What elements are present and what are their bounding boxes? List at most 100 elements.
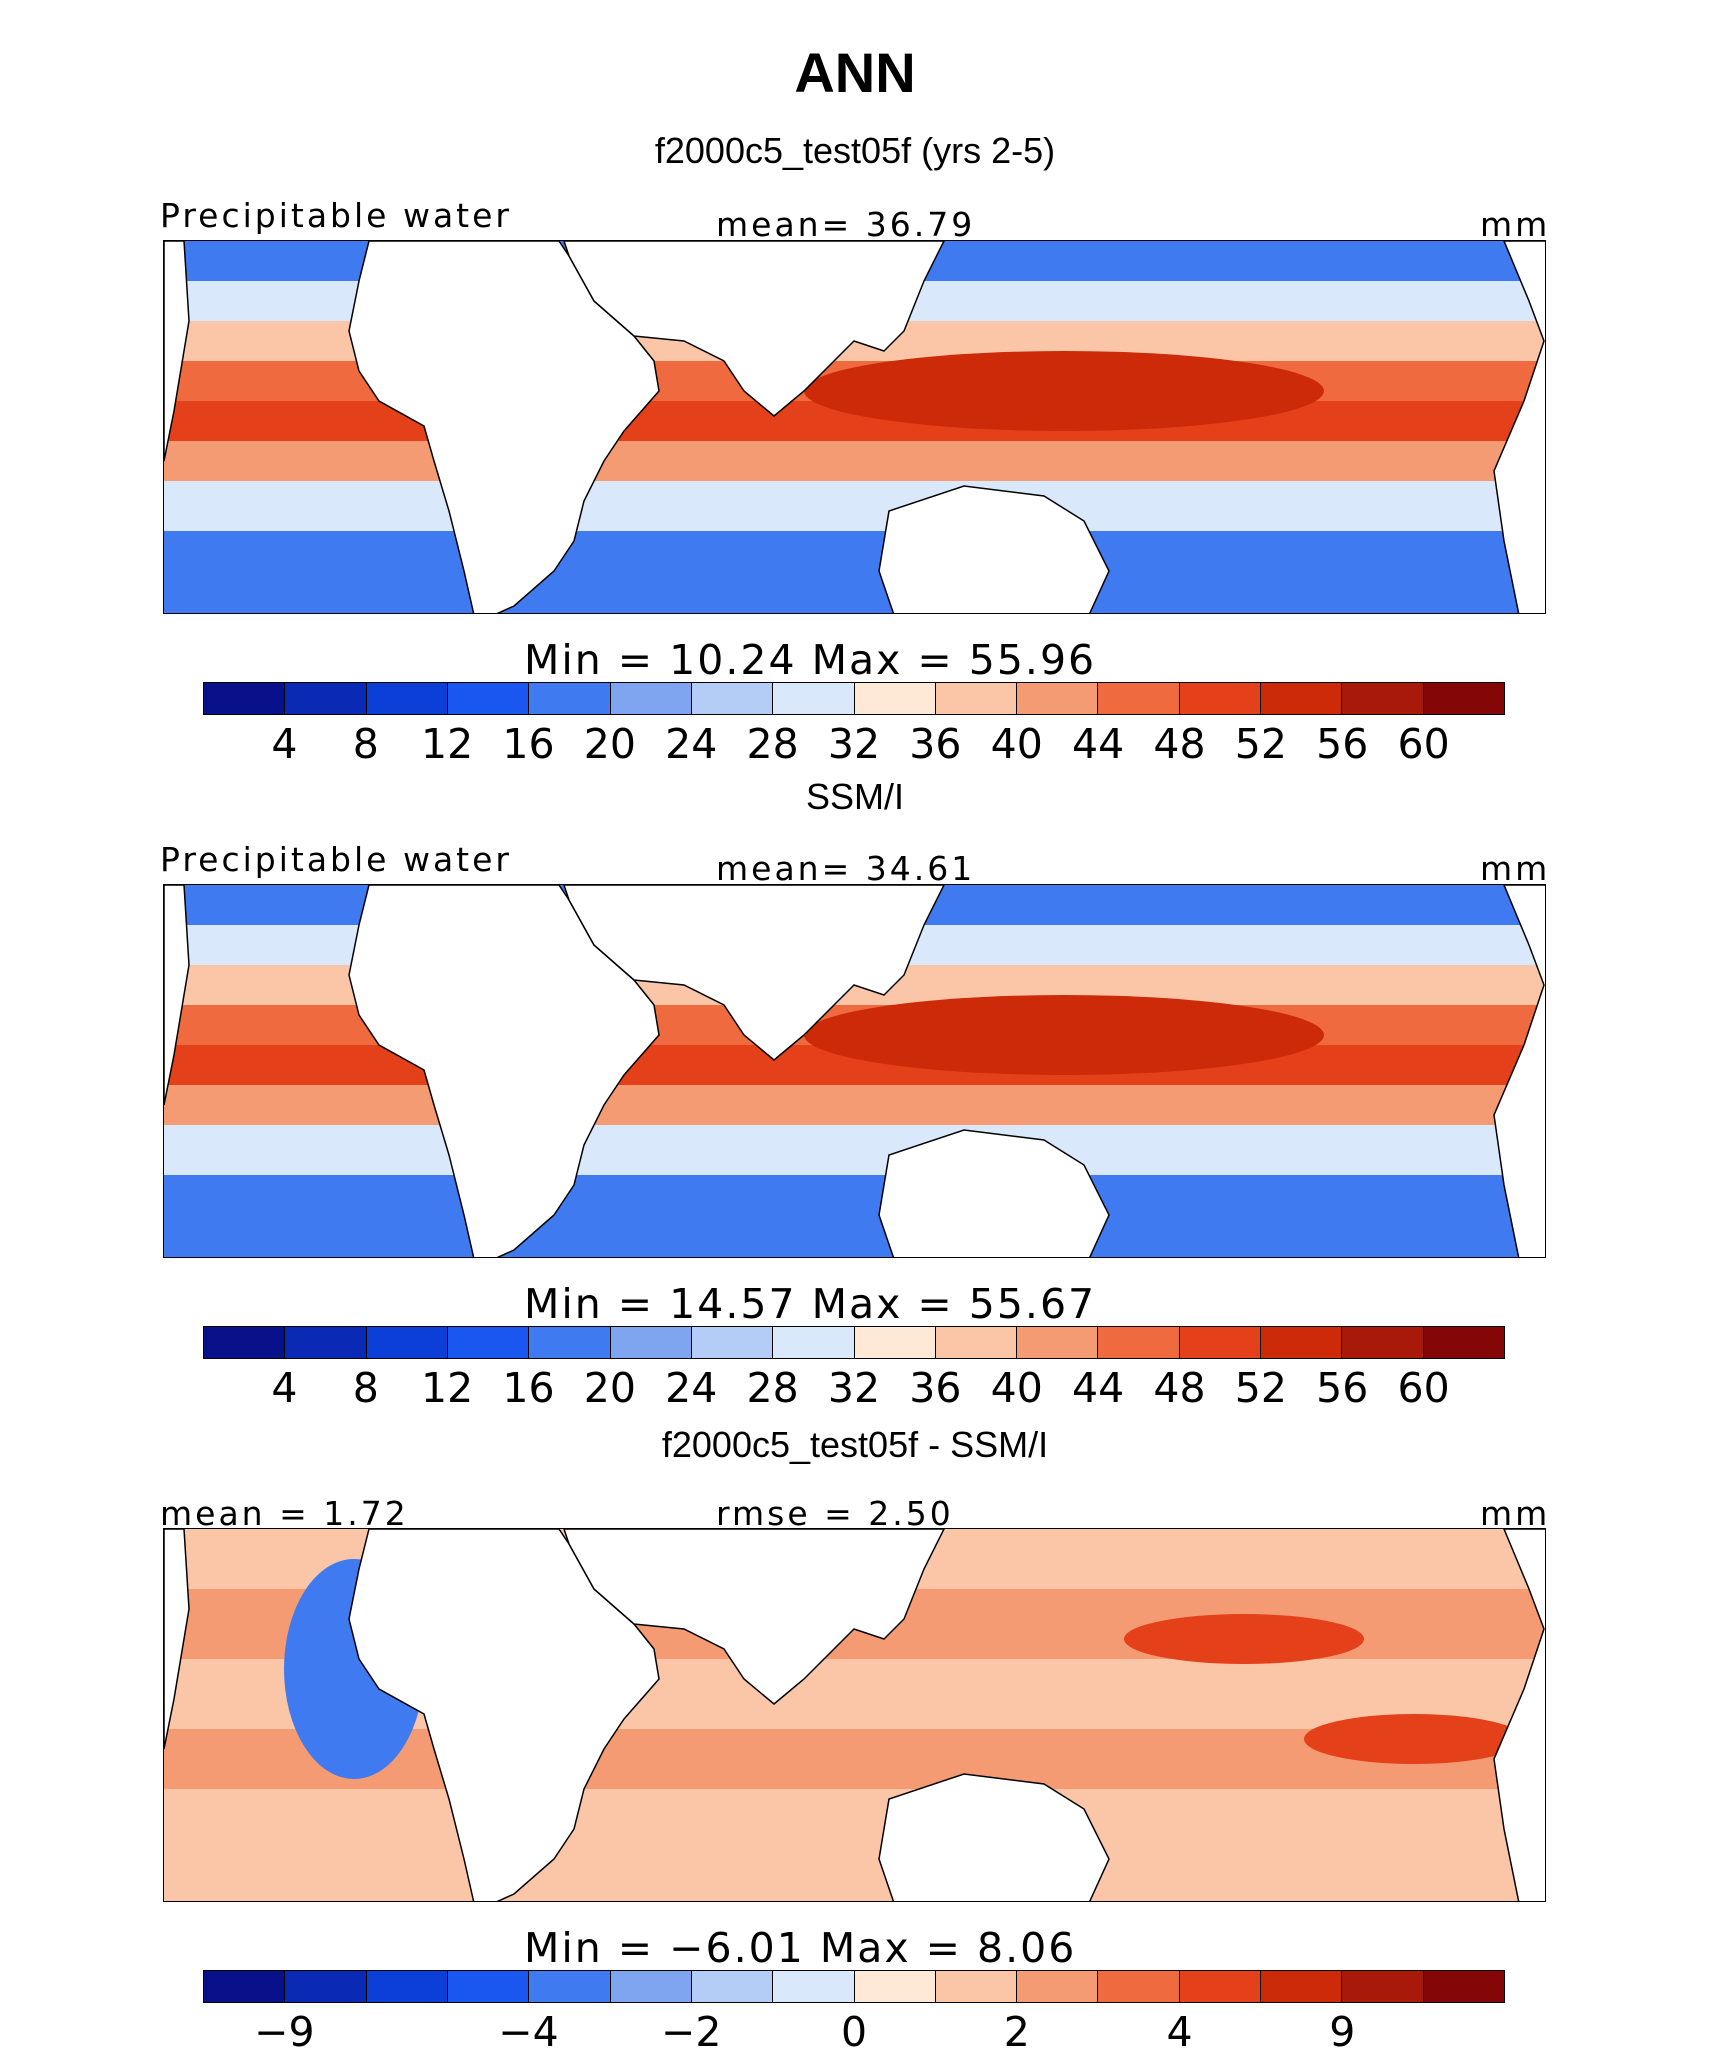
colorbar-tick-label: 48 (1153, 720, 1206, 768)
colorbar-tick-label: 28 (746, 1364, 799, 1412)
panel-2-mean-label: mean= 34.61 (716, 849, 976, 888)
colorbar-tick-label: 4 (271, 1364, 298, 1412)
colorbar-tick-label: 16 (502, 1364, 555, 1412)
panel-1-variable-label: Precipitable water (160, 196, 512, 235)
colorbar-swatch (1423, 1971, 1504, 2002)
colorbar-swatch (854, 1971, 936, 2002)
colorbar-swatch (1261, 1327, 1343, 1358)
colorbar-swatch (366, 683, 448, 714)
colorbar-swatch (1179, 1971, 1262, 2002)
colorbar-tick-label: 20 (583, 1364, 636, 1412)
panel-3-mean-label: mean = 1.72 (160, 1494, 409, 1533)
colorbar-swatch (1098, 1327, 1180, 1358)
colorbar-swatch (773, 683, 855, 714)
colorbar-swatch (691, 1971, 774, 2002)
colorbar-tick-label: −2 (661, 2008, 722, 2056)
colorbar-swatch (1179, 683, 1262, 714)
panel-3-minmax: Min = −6.01 Max = 8.06 (524, 1924, 1077, 1972)
colorbar-tick-label: 44 (1072, 1364, 1125, 1412)
colorbar-swatch (529, 683, 611, 714)
colorbar-tick-label: 48 (1153, 1364, 1206, 1412)
colorbar-tick-label: 8 (352, 1364, 379, 1412)
colorbar-swatch (1423, 683, 1504, 714)
colorbar-swatch (366, 1327, 448, 1358)
colorbar-swatch (1098, 683, 1180, 714)
colorbar-tick-label: 12 (421, 1364, 474, 1412)
colorbar-swatch (773, 1327, 855, 1358)
colorbar-swatch (854, 683, 936, 714)
colorbar-swatch (1017, 683, 1099, 714)
colorbar-tick-label: 4 (271, 720, 298, 768)
colorbar-tick-label: 2 (1003, 2008, 1030, 2056)
colorbar-swatch (366, 1971, 448, 2002)
panel-2-map (163, 884, 1546, 1258)
colorbar-tick-label: 36 (909, 720, 962, 768)
colorbar-tick-label: 44 (1072, 720, 1125, 768)
colorbar-swatch (935, 683, 1018, 714)
colorbar-swatch (610, 1971, 692, 2002)
colorbar-tick-label: 52 (1234, 720, 1287, 768)
colorbar-swatch (854, 1327, 936, 1358)
colorbar-swatch (1098, 1971, 1180, 2002)
panel-2-colorbar (203, 1326, 1505, 1359)
panel-1-map (163, 240, 1546, 614)
colorbar-tick-label: 16 (502, 720, 555, 768)
colorbar-swatch (691, 683, 774, 714)
colorbar-tick-label: 8 (352, 720, 379, 768)
colorbar-swatch (204, 683, 286, 714)
colorbar-swatch (285, 683, 367, 714)
panel-2-units-label: mm (1480, 849, 1551, 888)
panel-1-minmax: Min = 10.24 Max = 55.96 (524, 636, 1097, 684)
colorbar-swatch (1342, 683, 1424, 714)
colorbar-swatch (1017, 1327, 1099, 1358)
colorbar-tick-label: 24 (665, 1364, 718, 1412)
colorbar-swatch (1017, 1971, 1099, 2002)
colorbar-swatch (610, 1327, 692, 1358)
colorbar-swatch (447, 683, 530, 714)
colorbar-tick-label: 56 (1316, 1364, 1369, 1412)
panel-2-title: SSM/I (805, 776, 904, 817)
colorbar-swatch (447, 1971, 530, 2002)
colorbar-swatch (1342, 1971, 1424, 2002)
colorbar-swatch (204, 1971, 286, 2002)
colorbar-tick-label: 32 (827, 720, 881, 768)
colorbar-swatch (773, 1971, 855, 2002)
panel-2-minmax: Min = 14.57 Max = 55.67 (524, 1280, 1097, 1328)
colorbar-tick-label: 32 (827, 1364, 881, 1412)
colorbar-tick-label: −9 (254, 2008, 315, 2056)
panel-1-colorbar (203, 682, 1505, 715)
panel-1-mean-label: mean= 36.79 (716, 205, 976, 244)
colorbar-swatch (447, 1327, 530, 1358)
colorbar-swatch (1261, 683, 1343, 714)
colorbar-swatch (935, 1327, 1018, 1358)
colorbar-tick-label: 28 (746, 720, 799, 768)
panel-3-rmse-label: rmse = 2.50 (716, 1494, 954, 1533)
panel-3-map (163, 1528, 1546, 1902)
colorbar-tick-label: 60 (1397, 720, 1450, 768)
colorbar-tick-label: 40 (990, 1364, 1043, 1412)
panel-1-title: f2000c5_test05f (yrs 2-5) (654, 130, 1056, 171)
colorbar-tick-label: 4 (1166, 2008, 1193, 2056)
colorbar-swatch (1261, 1971, 1343, 2002)
colorbar-swatch (1423, 1327, 1504, 1358)
colorbar-swatch (285, 1971, 367, 2002)
panel-3-title: f2000c5_test05f - SSM/I (661, 1424, 1049, 1465)
figure-title: ANN (794, 41, 916, 104)
panel-1-units-label: mm (1480, 205, 1551, 244)
panel-2-variable-label: Precipitable water (160, 840, 512, 879)
colorbar-tick-label: 36 (909, 1364, 962, 1412)
colorbar-tick-label: 24 (665, 720, 718, 768)
colorbar-tick-label: 52 (1234, 1364, 1287, 1412)
colorbar-swatch (529, 1971, 611, 2002)
colorbar-swatch (1179, 1327, 1262, 1358)
colorbar-swatch (529, 1327, 611, 1358)
colorbar-tick-label: 20 (583, 720, 636, 768)
colorbar-swatch (204, 1327, 286, 1358)
colorbar-swatch (935, 1971, 1018, 2002)
panel-3-units-label: mm (1480, 1494, 1551, 1533)
colorbar-tick-label: −4 (498, 2008, 559, 2056)
colorbar-tick-label: 0 (840, 2008, 868, 2056)
colorbar-swatch (691, 1327, 774, 1358)
colorbar-tick-label: 9 (1329, 2008, 1356, 2056)
colorbar-tick-label: 60 (1397, 1364, 1450, 1412)
